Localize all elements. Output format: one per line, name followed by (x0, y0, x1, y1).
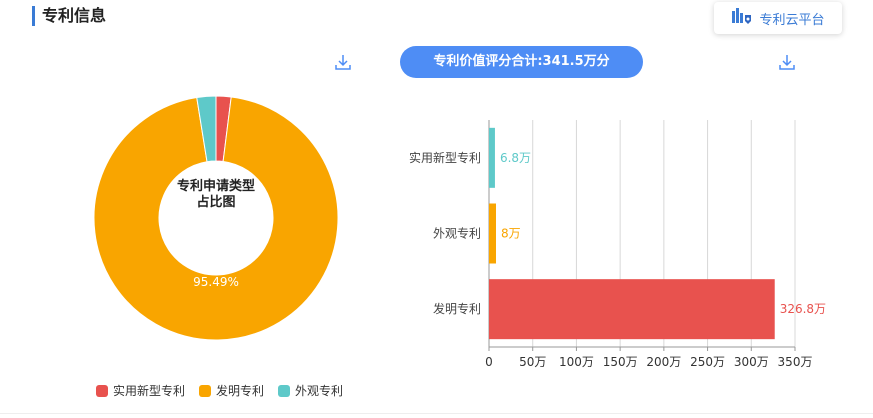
legend-swatch (278, 384, 291, 397)
legend-swatch (199, 384, 212, 397)
download-icon[interactable] (778, 53, 796, 71)
x-tick-label: 300万 (734, 355, 769, 369)
pie-slice[interactable] (196, 95, 217, 163)
x-tick-label: 250万 (690, 355, 725, 369)
bar[interactable] (489, 279, 775, 340)
patent-type-donut-chart: 专利申请类型 占比图 95.49% (93, 95, 339, 341)
legend-item-utility[interactable]: 实用新型专利 (96, 382, 185, 399)
legend-label: 外观专利 (295, 384, 344, 398)
bar-value-label: 6.8万 (500, 151, 531, 165)
bar-value-label: 326.8万 (780, 302, 826, 316)
download-icon[interactable] (334, 53, 352, 71)
slice-value-label: 95.49% (193, 275, 239, 289)
y-category-label: 实用新型专利 (409, 150, 481, 165)
legend-item-design[interactable]: 外观专利 (278, 382, 343, 399)
y-category-label: 发明专利 (433, 301, 481, 316)
x-tick-label: 350万 (778, 355, 813, 369)
patent-cloud-button[interactable]: 专利云平台 (714, 2, 842, 34)
legend-label: 实用新型专利 (113, 384, 186, 398)
patent-cloud-label: 专利云平台 (759, 12, 825, 28)
bar[interactable] (489, 127, 495, 188)
donut-center-title: 专利申请类型 (177, 178, 255, 194)
x-tick-label: 100万 (559, 355, 594, 369)
divider (0, 413, 873, 414)
section-title: 专利信息 (32, 6, 106, 26)
bar-value-label: 8万 (501, 227, 521, 241)
bar[interactable] (489, 203, 496, 264)
chart-legend: 实用新型专利 发明专利 外观专利 (96, 382, 343, 399)
legend-label: 发明专利 (216, 384, 265, 398)
y-category-label: 外观专利 (433, 226, 481, 241)
pie-slice[interactable] (93, 96, 339, 341)
legend-swatch (96, 384, 108, 397)
donut-center-subtitle: 占比图 (196, 194, 235, 210)
patent-cloud-icon (731, 6, 753, 30)
x-tick-label: 200万 (646, 355, 681, 369)
x-tick-label: 50万 (519, 355, 546, 369)
x-tick-label: 150万 (603, 355, 638, 369)
patent-value-total: 专利价值评分合计:341.5万分 (400, 46, 643, 78)
x-tick-label: 0 (485, 355, 493, 369)
legend-item-invention[interactable]: 发明专利 (199, 382, 264, 399)
